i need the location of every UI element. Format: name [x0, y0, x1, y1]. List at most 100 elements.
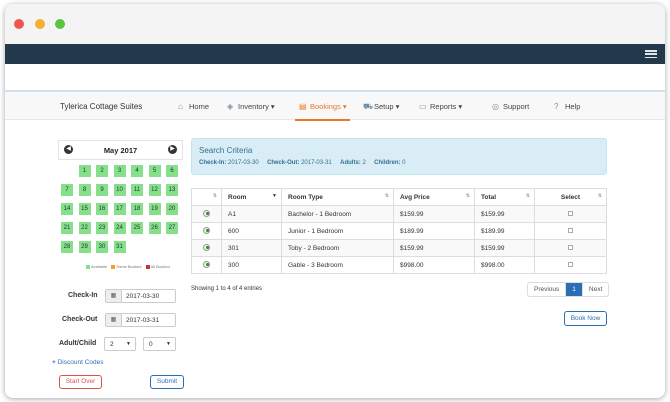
- chevron-down-icon: ▼: [166, 341, 171, 347]
- col-radio[interactable]: ⇅: [191, 188, 222, 206]
- room-radio[interactable]: [203, 209, 210, 217]
- avg-price: $159.99: [393, 239, 475, 257]
- maximize-window-button[interactable]: [55, 19, 65, 29]
- available-swatch: [86, 264, 90, 269]
- home-icon: ⌂: [178, 102, 183, 111]
- avg-price: $998.00: [393, 256, 475, 274]
- checkin-field[interactable]: ▦ 2017-03-30: [105, 289, 176, 303]
- hamburger-menu-icon[interactable]: [645, 50, 657, 59]
- room-radio[interactable]: [203, 260, 210, 268]
- calendar-day[interactable]: 1: [77, 164, 92, 178]
- adults-select[interactable]: 2 ▼: [104, 337, 136, 351]
- calendar-day[interactable]: 10: [112, 183, 127, 197]
- calendar-day[interactable]: 24: [112, 221, 127, 235]
- nav-home[interactable]: ⌂ Home: [178, 102, 210, 111]
- calendar-day[interactable]: 28: [60, 240, 74, 254]
- search-criteria-panel: Search Criteria Check-In: 2017-03-30 Che…: [191, 138, 607, 175]
- select-checkbox[interactable]: [568, 227, 573, 233]
- calendar-day[interactable]: 14: [60, 202, 74, 216]
- calendar-day[interactable]: 18: [130, 202, 144, 216]
- room-radio[interactable]: [203, 226, 210, 234]
- calendar-day[interactable]: 25: [130, 221, 144, 235]
- submit-button[interactable]: Submit: [150, 375, 184, 389]
- brand-name[interactable]: Tylerica Cottage Suites: [60, 102, 143, 111]
- room-radio[interactable]: [203, 243, 210, 251]
- adultchild-label: Adult/Child: [59, 340, 97, 347]
- calendar-day[interactable]: 23: [95, 221, 109, 235]
- minimize-window-button[interactable]: [35, 19, 45, 29]
- window-titlebar: [5, 4, 665, 44]
- avg-price: $189.99: [393, 222, 475, 240]
- col-total[interactable]: Total ⇅: [474, 188, 535, 206]
- col-room[interactable]: Room ▼: [221, 188, 282, 206]
- calendar-day[interactable]: 5: [147, 164, 162, 178]
- calendar-day[interactable]: 27: [165, 221, 179, 235]
- calendar-day[interactable]: 21: [60, 221, 74, 235]
- prev-month-icon[interactable]: ◀: [64, 145, 73, 154]
- calendar-icon: ▦: [106, 290, 122, 302]
- close-window-button[interactable]: [14, 19, 24, 29]
- nav-help[interactable]: ? Help: [554, 102, 581, 111]
- calendar-day[interactable]: 19: [147, 202, 162, 216]
- calendar-day[interactable]: 3: [112, 164, 127, 178]
- col-avg-price[interactable]: Avg Price ⇅: [393, 188, 475, 206]
- calendar-day[interactable]: 31: [112, 240, 127, 254]
- calendar-day[interactable]: 9: [95, 183, 109, 197]
- calendar-day[interactable]: 26: [147, 221, 162, 235]
- nav-support[interactable]: ◎ Support: [492, 102, 530, 111]
- next-month-icon[interactable]: ▶: [168, 145, 177, 154]
- table-row: 301 Toby - 2 Bedroom $159.99 $159.99: [191, 239, 607, 257]
- col-select[interactable]: Select ⇅: [534, 188, 607, 206]
- calendar-day[interactable]: 30: [95, 240, 109, 254]
- nav-setup[interactable]: ⛟Setup ▾: [363, 102, 400, 111]
- calendar-day[interactable]: 15: [77, 202, 92, 216]
- total-price: $159.99: [474, 205, 535, 223]
- calendar-day[interactable]: 2: [95, 164, 109, 178]
- calendar-day[interactable]: 29: [77, 240, 92, 254]
- calendar-icon: ▤: [299, 102, 307, 111]
- sort-icon: ⇅: [597, 193, 602, 199]
- checkout-field[interactable]: ▦ 2017-03-31: [105, 313, 176, 327]
- calendar-day[interactable]: 7: [60, 183, 74, 197]
- nav-bookings[interactable]: ▤ Bookings ▾: [299, 102, 347, 111]
- plus-icon: +: [52, 359, 56, 366]
- sort-desc-icon: ▼: [272, 193, 277, 199]
- checkin-label: Check-In: [68, 292, 98, 299]
- calendar-day[interactable]: 13: [165, 183, 179, 197]
- total-price: $189.99: [474, 222, 535, 240]
- page-1-button[interactable]: 1: [566, 283, 583, 296]
- calendar-day[interactable]: 22: [77, 221, 92, 235]
- calendar-legend: Available Some Booked All Booked: [86, 264, 170, 269]
- calendar-day[interactable]: 12: [147, 183, 162, 197]
- nav-reports[interactable]: ▭ Reports ▾: [419, 102, 463, 111]
- cube-icon: ◈: [227, 102, 234, 111]
- calendar-month: May 2017: [103, 146, 138, 155]
- book-now-button[interactable]: Book Now: [564, 311, 607, 326]
- table-row: A1 Bachelor - 1 Bedroom $159.99 $159.99: [191, 205, 607, 223]
- calendar-day[interactable]: 16: [95, 202, 109, 216]
- nav-inventory[interactable]: ◈ Inventory ▾: [227, 102, 275, 111]
- calendar-day[interactable]: 17: [112, 202, 127, 216]
- children-select[interactable]: 0 ▼: [143, 337, 176, 351]
- calendar-day[interactable]: 4: [130, 164, 144, 178]
- next-page-button[interactable]: Next: [588, 286, 603, 293]
- room-number: A1: [221, 205, 282, 223]
- room-number: 301: [221, 239, 282, 257]
- select-checkbox[interactable]: [568, 261, 573, 267]
- discount-codes-link[interactable]: + Discount Codes: [52, 359, 104, 366]
- col-room-type[interactable]: Room Type ⇅: [281, 188, 394, 206]
- question-icon: ?: [554, 102, 559, 111]
- sort-icon: ⇅: [525, 193, 530, 199]
- sort-icon: ⇅: [212, 193, 217, 199]
- select-checkbox[interactable]: [568, 210, 573, 216]
- calendar-day[interactable]: 20: [165, 202, 179, 216]
- calendar-day[interactable]: 6: [165, 164, 179, 178]
- calendar-day[interactable]: 11: [130, 183, 144, 197]
- total-price: $998.00: [474, 256, 535, 274]
- select-checkbox[interactable]: [568, 244, 573, 250]
- previous-page-button[interactable]: Previous: [528, 283, 567, 296]
- globe-icon: ◎: [492, 102, 499, 111]
- start-over-button[interactable]: Start Over: [59, 375, 102, 389]
- truck-icon: ⛟: [363, 102, 374, 111]
- calendar-day[interactable]: 8: [77, 183, 92, 197]
